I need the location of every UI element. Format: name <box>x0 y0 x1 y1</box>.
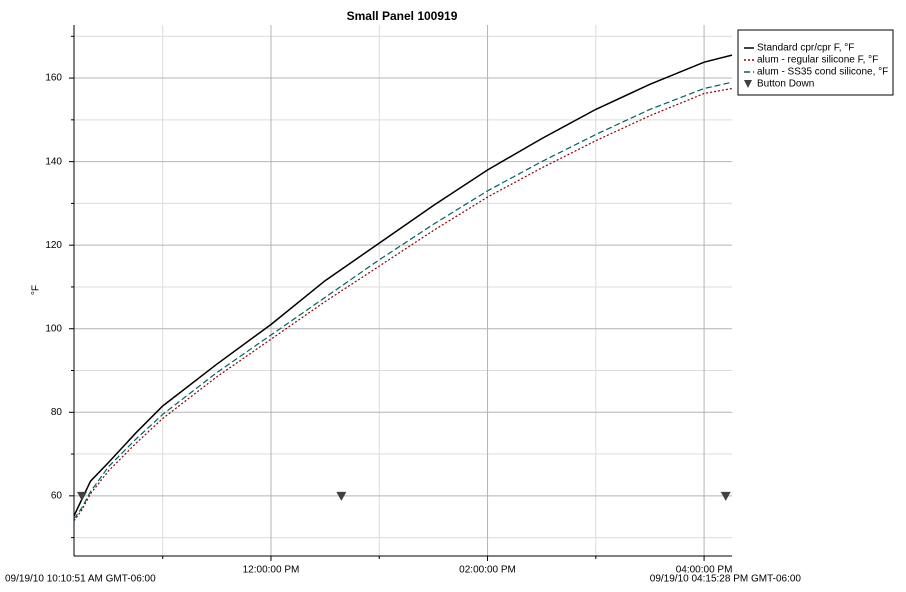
series-line <box>73 87 733 522</box>
button-marker <box>76 491 87 501</box>
x-tick-label: 12:00:00 PM <box>243 565 300 576</box>
legend-label: Button Down <box>757 79 814 90</box>
chart-title: Small Panel 100919 <box>347 9 458 23</box>
button-marker <box>336 491 347 501</box>
x-tick-label: 04:00:00 PM <box>676 565 733 576</box>
y-tick-label: 60 <box>51 490 63 501</box>
y-tick-label: 160 <box>45 73 62 84</box>
x-tick-label: 02:00:00 PM <box>459 565 516 576</box>
y-tick-label: 120 <box>45 240 62 251</box>
y-tick-label: 140 <box>45 156 62 167</box>
button-marker <box>720 491 731 501</box>
legend-label: alum - SS35 cond silicone, °F <box>757 67 888 78</box>
legend-marker <box>744 80 752 88</box>
y-tick-label: 80 <box>51 407 63 418</box>
y-tick-label: 100 <box>45 323 62 334</box>
legend-label: Standard cpr/cpr F, °F <box>757 43 854 54</box>
y-axis-label: °F <box>31 285 42 295</box>
series-line <box>73 81 733 520</box>
x-start-label: 09/19/10 10:10:51 AM GMT-06:00 <box>5 574 156 585</box>
x-end-label: 09/19/10 04:15:28 PM GMT-06:00 <box>650 574 802 585</box>
legend-box <box>737 29 894 96</box>
series-line <box>73 54 733 517</box>
legend-label: alum - regular silicone F, °F <box>757 55 878 66</box>
